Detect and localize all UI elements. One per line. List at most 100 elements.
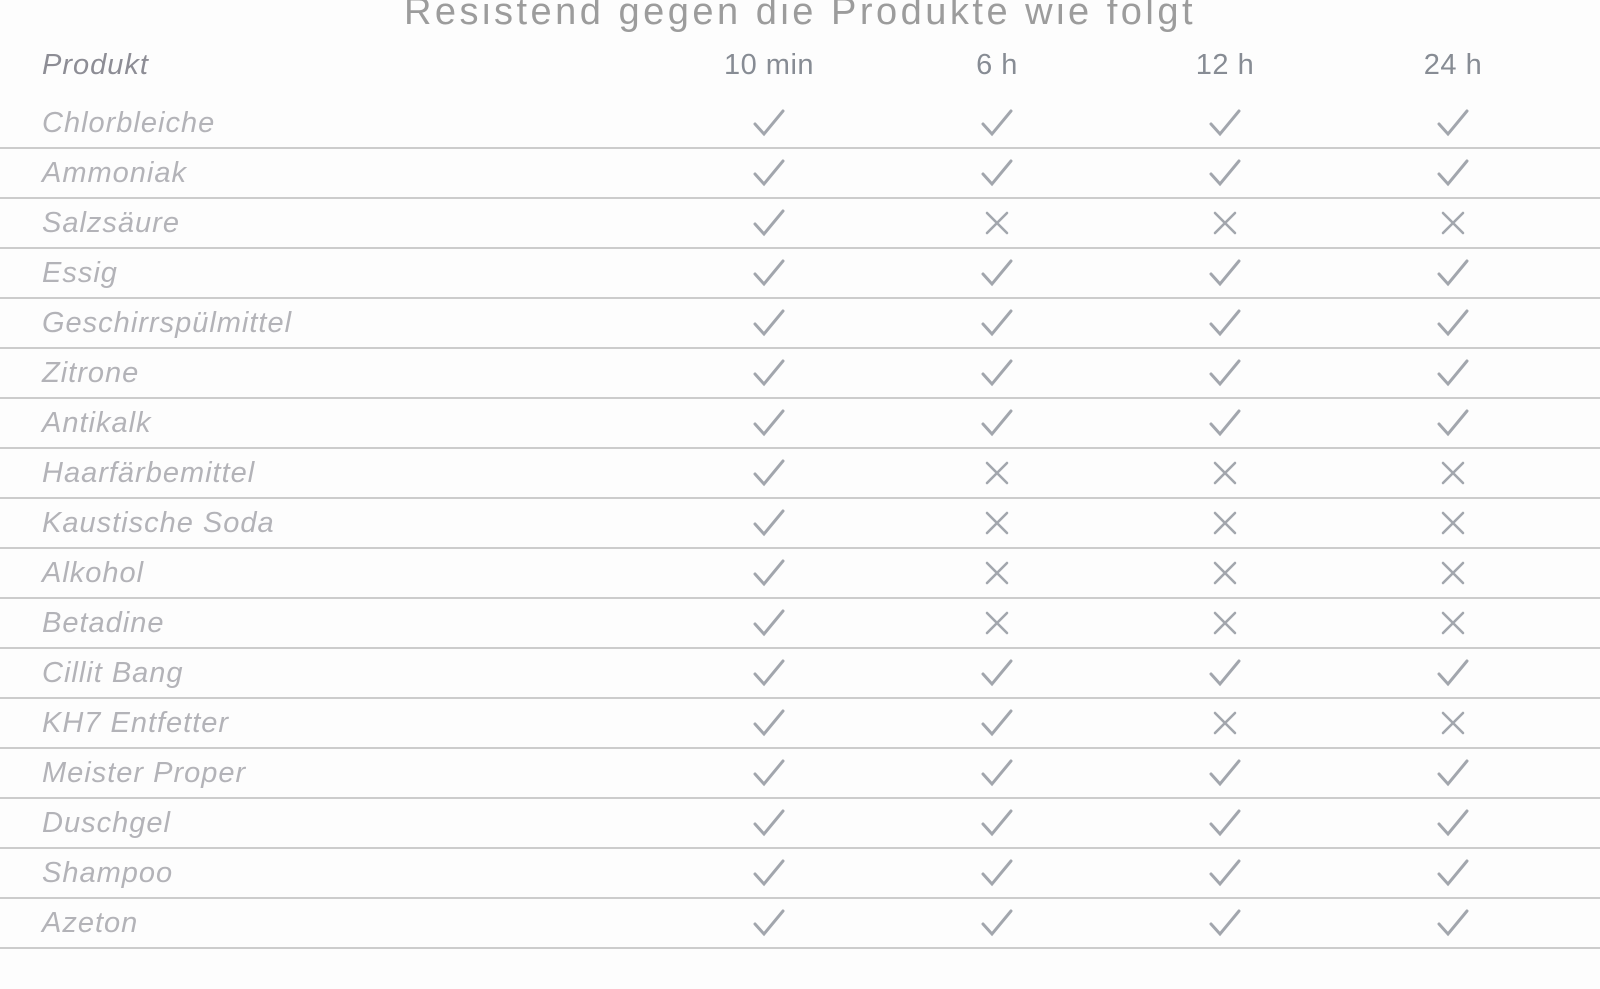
check-glyph [1209, 309, 1241, 337]
check-icon [1111, 248, 1339, 299]
check-icon [1111, 848, 1339, 899]
check-glyph [981, 759, 1013, 787]
check-icon [655, 248, 883, 299]
check-icon [1111, 648, 1339, 699]
table-row: Azeton [0, 898, 1600, 949]
table-row: Zitrone [0, 348, 1600, 399]
check-glyph [1437, 759, 1469, 787]
check-glyph [981, 409, 1013, 437]
check-glyph [1437, 359, 1469, 387]
check-icon [655, 298, 883, 349]
cross-glyph [1441, 611, 1465, 635]
check-glyph [981, 359, 1013, 387]
check-glyph [753, 459, 785, 487]
check-glyph [753, 709, 785, 737]
check-icon [883, 848, 1111, 899]
check-icon [883, 748, 1111, 799]
table-row: Duschgel [0, 798, 1600, 849]
product-name: Betadine [0, 598, 655, 649]
check-icon [883, 398, 1111, 449]
cross-glyph [985, 611, 1009, 635]
row-padding-cell [1567, 648, 1600, 699]
cross-glyph [1213, 611, 1237, 635]
check-icon [1111, 348, 1339, 399]
product-name: Zitrone [0, 348, 655, 399]
check-icon [1111, 148, 1339, 199]
check-glyph [753, 759, 785, 787]
check-icon [883, 148, 1111, 199]
check-icon [883, 248, 1111, 299]
check-icon [1111, 798, 1339, 849]
row-padding-cell [1567, 548, 1600, 599]
check-glyph [1437, 659, 1469, 687]
check-icon [1111, 748, 1339, 799]
check-glyph [753, 209, 785, 237]
check-glyph [1437, 409, 1469, 437]
cross-glyph [1213, 561, 1237, 585]
table-row: Salzsäure [0, 198, 1600, 249]
check-glyph [753, 509, 785, 537]
row-padding-cell [1567, 748, 1600, 799]
check-glyph [981, 159, 1013, 187]
column-header-produkt: Produkt [42, 49, 149, 81]
check-glyph [981, 259, 1013, 287]
check-glyph [1437, 159, 1469, 187]
check-icon [883, 298, 1111, 349]
table-row: Antikalk [0, 398, 1600, 449]
cross-glyph [1441, 511, 1465, 535]
check-icon [1339, 99, 1567, 149]
check-icon [655, 648, 883, 699]
check-icon [655, 798, 883, 849]
check-icon [655, 198, 883, 249]
cross-icon [1111, 598, 1339, 649]
check-glyph [753, 559, 785, 587]
check-icon [883, 99, 1111, 149]
table-row: KH7 Entfetter [0, 698, 1600, 749]
cross-icon [1339, 448, 1567, 499]
row-padding-cell [1567, 448, 1600, 499]
check-glyph [753, 109, 785, 137]
check-glyph [753, 609, 785, 637]
check-glyph [981, 309, 1013, 337]
check-glyph [1437, 909, 1469, 937]
cross-icon [1111, 698, 1339, 749]
check-icon [883, 648, 1111, 699]
check-glyph [1437, 859, 1469, 887]
product-name: Essig [0, 248, 655, 299]
check-glyph [981, 659, 1013, 687]
row-padding-cell [1567, 848, 1600, 899]
cross-icon [883, 198, 1111, 249]
product-name: Salzsäure [0, 198, 655, 249]
check-icon [883, 348, 1111, 399]
check-glyph [1209, 859, 1241, 887]
cross-icon [1111, 548, 1339, 599]
header-row: Produkt 10 min 6 h 12 h 24 h [0, 32, 1600, 99]
check-glyph [1209, 409, 1241, 437]
check-icon [655, 448, 883, 499]
row-padding-cell [1567, 298, 1600, 349]
cross-icon [1339, 698, 1567, 749]
check-glyph [753, 659, 785, 687]
table-row: Cillit Bang [0, 648, 1600, 699]
product-name: Shampoo [0, 848, 655, 899]
product-name: Cillit Bang [0, 648, 655, 699]
row-padding-cell [1567, 798, 1600, 849]
check-icon [655, 698, 883, 749]
check-icon [1339, 148, 1567, 199]
check-icon [655, 548, 883, 599]
check-glyph [753, 409, 785, 437]
row-padding-cell [1567, 598, 1600, 649]
table-row: Alkohol [0, 548, 1600, 599]
table-row: Ammoniak [0, 148, 1600, 199]
cross-icon [883, 498, 1111, 549]
cross-icon [1111, 448, 1339, 499]
table-body: Chlorbleiche Ammoniak Salzsäure Essig Geschi… [0, 99, 1600, 949]
check-icon [655, 498, 883, 549]
cross-glyph [1213, 211, 1237, 235]
cross-icon [1339, 498, 1567, 549]
check-icon [655, 398, 883, 449]
row-padding-cell [1567, 348, 1600, 399]
cross-icon [883, 598, 1111, 649]
check-icon [1339, 648, 1567, 699]
